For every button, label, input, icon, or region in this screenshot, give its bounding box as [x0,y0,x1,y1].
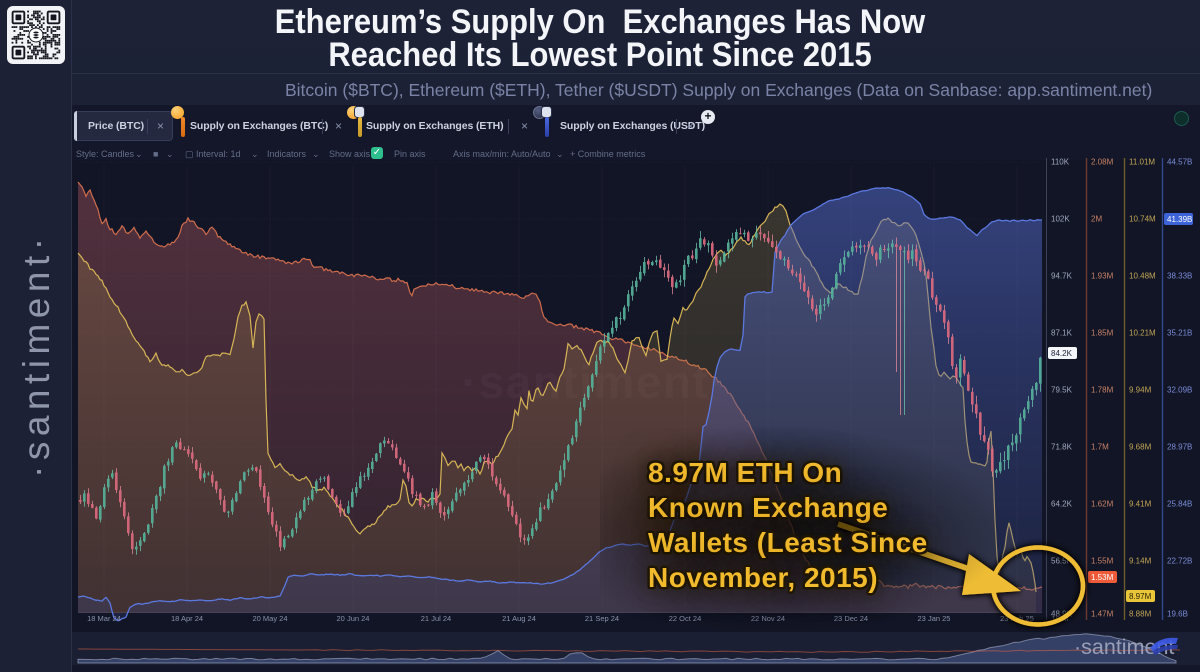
svg-text:9.94M: 9.94M [1129,386,1152,395]
svg-text:1.53M: 1.53M [1091,573,1114,582]
svg-text:1.55M: 1.55M [1091,557,1114,566]
svg-text:1.47M: 1.47M [1091,610,1114,619]
svg-text:20 Jun 24: 20 Jun 24 [337,614,370,623]
svg-text:1.78M: 1.78M [1091,386,1114,395]
svg-text:94.7K: 94.7K [1051,272,1073,281]
svg-text:71.8K: 71.8K [1051,443,1073,452]
svg-text:10.21M: 10.21M [1129,329,1156,338]
svg-text:11.01M: 11.01M [1129,158,1155,167]
svg-text:1.93M: 1.93M [1091,272,1114,281]
svg-text:79.5K: 79.5K [1051,386,1073,395]
svg-text:28.97B: 28.97B [1167,443,1192,452]
svg-text:9.68M: 9.68M [1129,443,1152,452]
svg-text:35.21B: 35.21B [1167,329,1192,338]
svg-text:2M: 2M [1091,215,1102,224]
svg-text:21 Jul 24: 21 Jul 24 [421,614,451,623]
svg-text:1.62M: 1.62M [1091,500,1114,509]
svg-text:56.5K: 56.5K [1051,557,1073,566]
svg-text:1.7M: 1.7M [1091,443,1109,452]
svg-text:9.41M: 9.41M [1129,500,1152,509]
svg-text:20 May 24: 20 May 24 [252,614,287,623]
svg-text:18 Mar 24: 18 Mar 24 [87,614,121,623]
svg-text:64.2K: 64.2K [1051,500,1073,509]
svg-text:19.6B: 19.6B [1167,610,1188,619]
svg-text:102K: 102K [1051,215,1070,224]
svg-text:84.2K: 84.2K [1051,349,1073,358]
svg-text:44.57B: 44.57B [1167,158,1192,167]
svg-text:22.72B: 22.72B [1167,557,1192,566]
svg-text:87.1K: 87.1K [1051,329,1073,338]
svg-text:10.48M: 10.48M [1129,272,1156,281]
svg-text:48.9K: 48.9K [1051,610,1073,619]
svg-text:8.88M: 8.88M [1129,610,1152,619]
svg-text:8.97M: 8.97M [1129,592,1152,601]
svg-text:38.33B: 38.33B [1167,272,1192,281]
svg-text:21 Aug 24: 21 Aug 24 [502,614,536,623]
svg-text:25.84B: 25.84B [1167,500,1192,509]
svg-text:41.39B: 41.39B [1167,215,1192,224]
svg-text:2.08M: 2.08M [1091,158,1114,167]
svg-text:32.09B: 32.09B [1167,386,1192,395]
svg-text:110K: 110K [1051,158,1070,167]
svg-text:1.85M: 1.85M [1091,329,1114,338]
svg-text:10.74M: 10.74M [1129,215,1156,224]
svg-text:18 Apr 24: 18 Apr 24 [171,614,203,623]
svg-text:9.14M: 9.14M [1129,557,1152,566]
